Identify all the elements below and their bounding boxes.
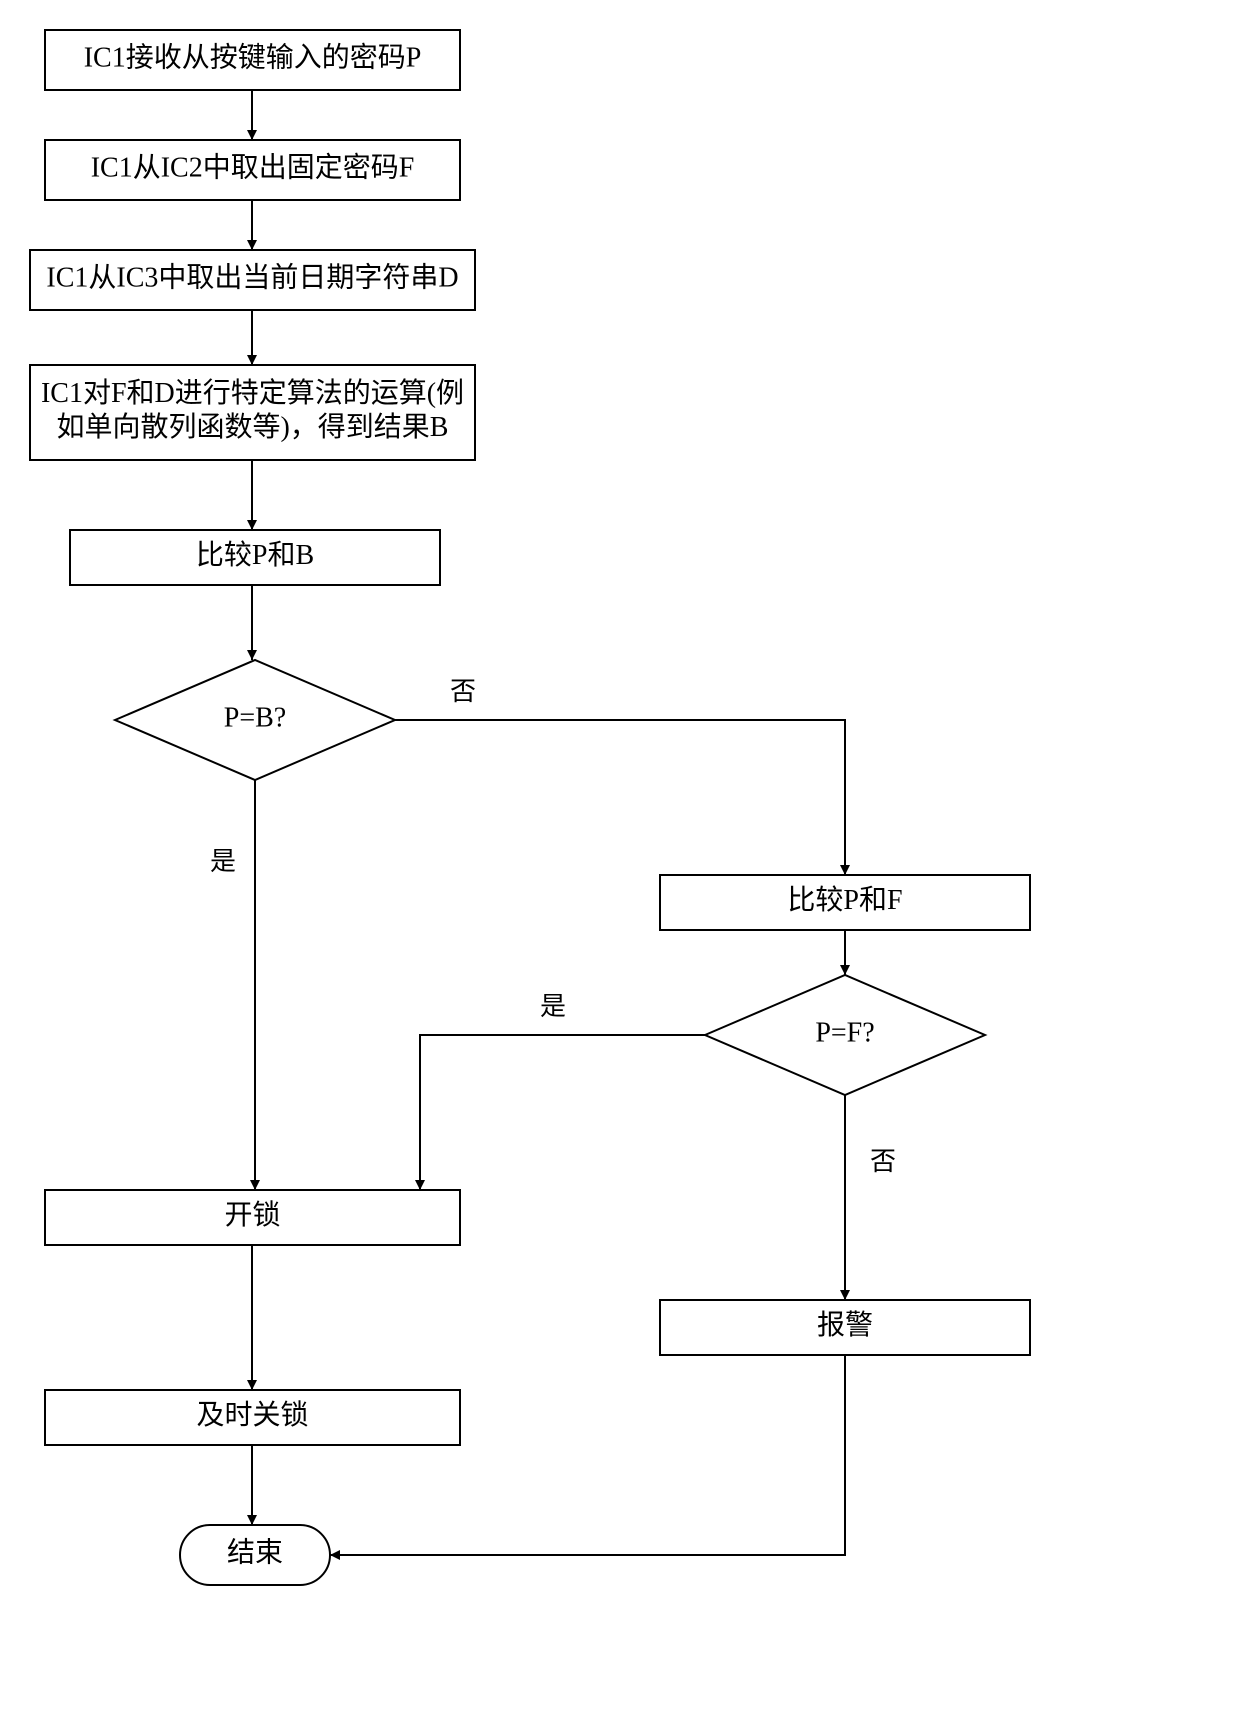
node-text: IC1从IC3中取出当前日期字符串D — [46, 261, 458, 293]
node-text: IC1对F和D进行特定算法的运算(例 — [41, 377, 464, 409]
node-n5: 比较P和B — [70, 530, 440, 585]
edge-n6-n7 — [395, 720, 845, 875]
node-n10: 报警 — [660, 1300, 1030, 1355]
node-n4: IC1对F和D进行特定算法的运算(例如单向散列函数等)，得到结果B — [30, 365, 475, 460]
node-text: 开锁 — [224, 1199, 280, 1231]
node-text: 比较P和B — [196, 539, 314, 571]
node-n9: 开锁 — [45, 1190, 460, 1245]
node-text: IC1接收从按键输入的密码P — [84, 41, 422, 73]
node-text: 如单向散列函数等)，得到结果B — [56, 411, 448, 443]
edge-label: 是 — [540, 992, 566, 1021]
node-text: P=F? — [815, 1017, 874, 1048]
node-text: 结束 — [227, 1536, 283, 1568]
node-n8: P=F? — [705, 975, 985, 1095]
node-text: 报警 — [817, 1309, 873, 1341]
node-text: IC1从IC2中取出固定密码F — [91, 151, 415, 183]
edge-n8-n9 — [420, 1035, 705, 1190]
node-n6: P=B? — [115, 660, 395, 780]
edge-label: 是 — [210, 847, 236, 876]
node-n12: 结束 — [180, 1525, 330, 1585]
node-n11: 及时关锁 — [45, 1390, 460, 1445]
edge-label: 否 — [870, 1147, 896, 1176]
node-text: 比较P和F — [787, 884, 902, 916]
node-n1: IC1接收从按键输入的密码P — [45, 30, 460, 90]
node-text: P=B? — [224, 702, 286, 733]
node-n2: IC1从IC2中取出固定密码F — [45, 140, 460, 200]
flowchart-diagram: 是否是否 IC1接收从按键输入的密码PIC1从IC2中取出固定密码FIC1从IC… — [0, 0, 1240, 1731]
node-n3: IC1从IC3中取出当前日期字符串D — [30, 250, 475, 310]
edge-label: 否 — [450, 677, 476, 706]
node-n7: 比较P和F — [660, 875, 1030, 930]
node-text: 及时关锁 — [196, 1399, 308, 1431]
edge-n10-n12 — [330, 1355, 845, 1555]
